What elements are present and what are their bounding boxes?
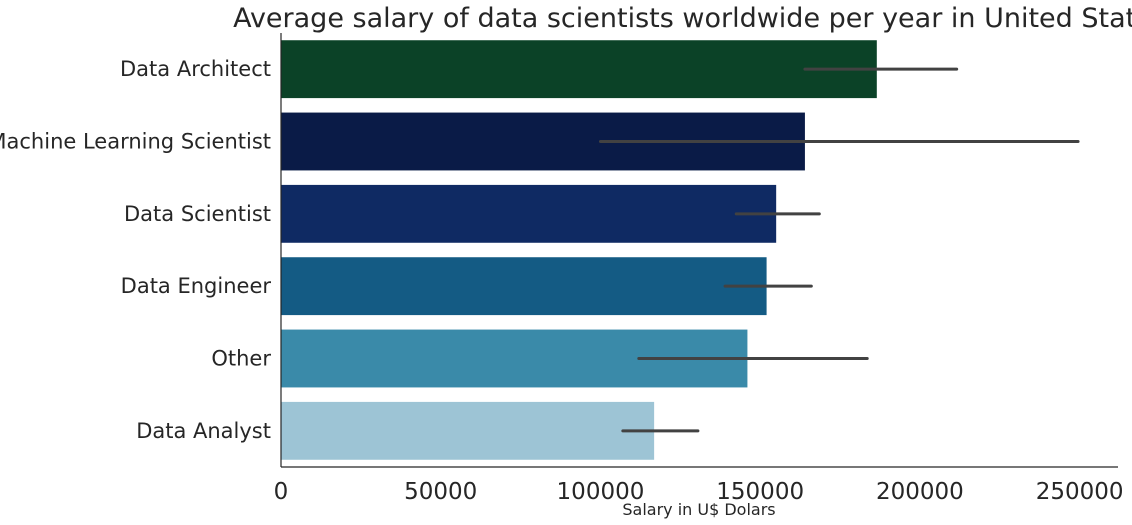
x-axis-label: Salary in U$ Dolars (622, 500, 775, 519)
x-tick-labels: 0 50000 100000 150000 200000 250000 (274, 479, 1124, 505)
bar-data-engineer (281, 257, 767, 316)
y-tick-label: Data Architect (120, 57, 271, 81)
bar-data-analyst (281, 401, 655, 460)
bars-layer (281, 40, 877, 460)
y-tick-label: Other (211, 347, 271, 371)
bar-data-scientist (281, 184, 777, 243)
x-tick-label: 100000 (557, 479, 645, 505)
x-tick-label: 250000 (1036, 479, 1124, 505)
y-tick-labels: Data Architect Machine Learning Scientist… (0, 57, 271, 443)
x-tick-label: 150000 (716, 479, 804, 505)
x-tick-label: 200000 (876, 479, 964, 505)
y-tick-label: Data Scientist (124, 202, 271, 226)
y-tick-label: Machine Learning Scientist (0, 130, 271, 154)
x-tick-label: 0 (274, 479, 289, 505)
x-tick-label: 50000 (404, 479, 477, 505)
chart-title: Average salary of data scientists worldw… (233, 3, 1132, 34)
y-tick-label: Data Engineer (121, 274, 272, 298)
y-tick-label: Data Analyst (136, 419, 271, 443)
error-bars-layer (598, 67, 1080, 433)
bar-data-architect (281, 40, 877, 99)
